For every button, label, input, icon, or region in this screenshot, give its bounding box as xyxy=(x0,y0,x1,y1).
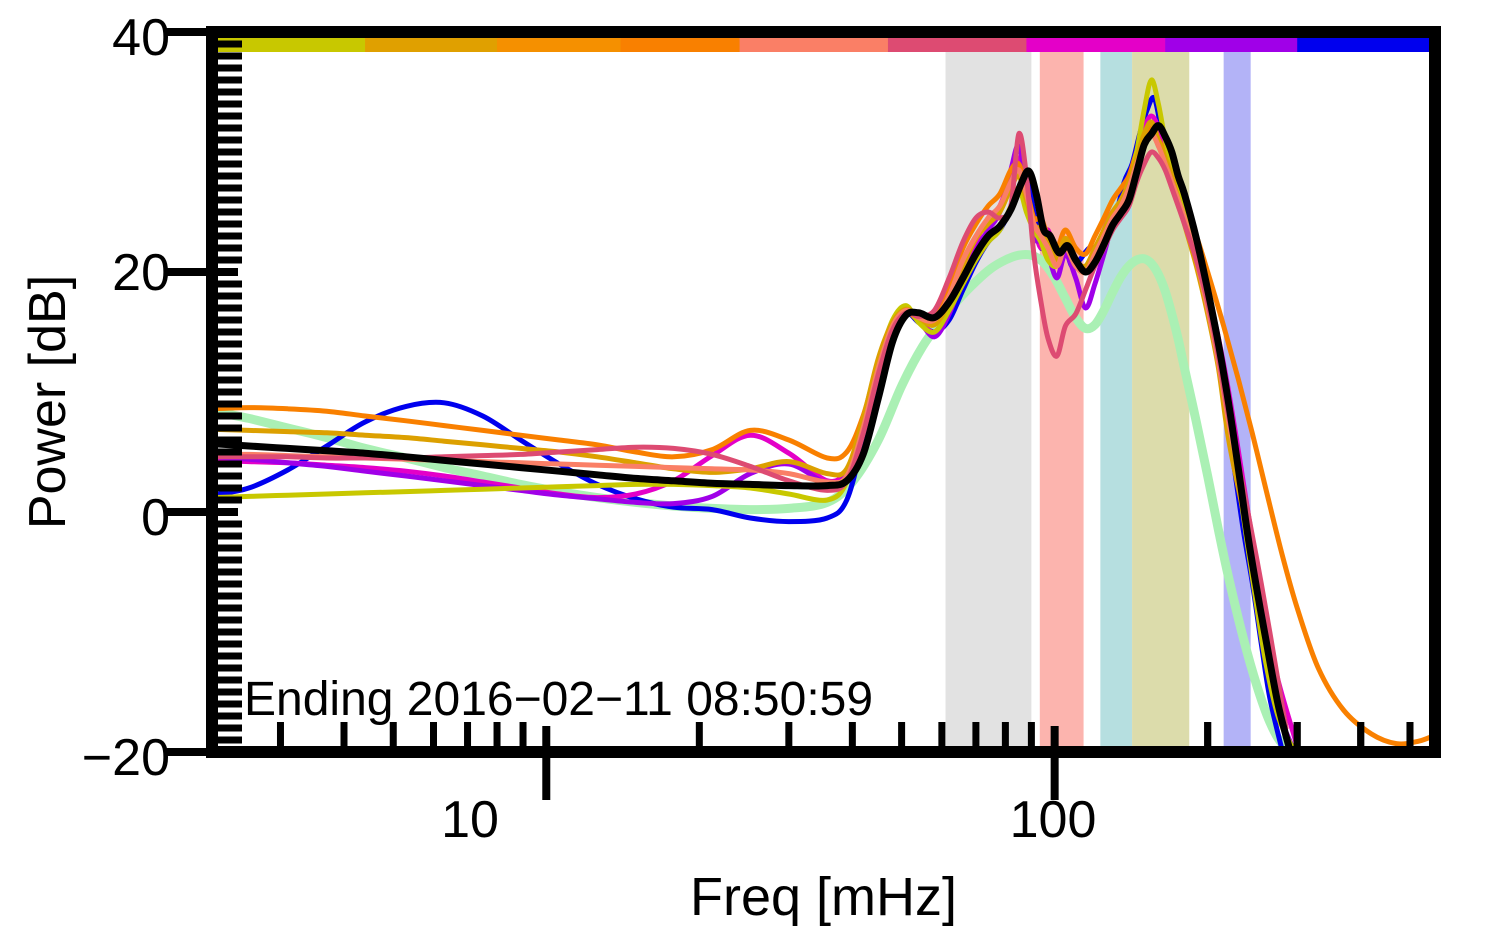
series-group xyxy=(212,77,1435,752)
x-tick-label-100: 100 xyxy=(1009,791,1097,849)
series-mean xyxy=(212,122,1294,752)
band-teal xyxy=(1100,50,1133,752)
colorbar-segment-4 xyxy=(739,38,889,52)
colorbar-segment-3 xyxy=(620,38,741,52)
series-crimson xyxy=(212,131,1289,731)
y-tick-label-0: 0 xyxy=(141,489,170,547)
colorbar-segment-2 xyxy=(497,38,622,52)
colorbar-segment-7 xyxy=(1165,38,1299,52)
y-tick-label-40: 40 xyxy=(112,9,170,67)
chart-annotation: Ending 2016−02−11 08:50:59 xyxy=(244,673,874,726)
x-axis-label: Freq [mHz] xyxy=(689,867,958,927)
y-tick-label-minus20: −20 xyxy=(81,729,170,787)
y-tick-label-20: 20 xyxy=(112,244,170,302)
colorbar-segment-0 xyxy=(212,38,367,52)
colorbar-segment-5 xyxy=(887,38,1028,52)
axis-ticks-group xyxy=(164,28,1414,800)
band-pink xyxy=(1039,50,1084,752)
x-tick-label-10: 10 xyxy=(441,791,499,849)
axis-frame-group xyxy=(206,26,1441,758)
colorbar-segment-6 xyxy=(1026,38,1167,52)
colorbar-segment-8 xyxy=(1297,38,1436,52)
plot-frame xyxy=(206,26,1441,758)
colorbar-group xyxy=(212,38,1436,52)
shaded-bands-group xyxy=(945,50,1251,752)
colorbar-segment-1 xyxy=(365,38,499,52)
